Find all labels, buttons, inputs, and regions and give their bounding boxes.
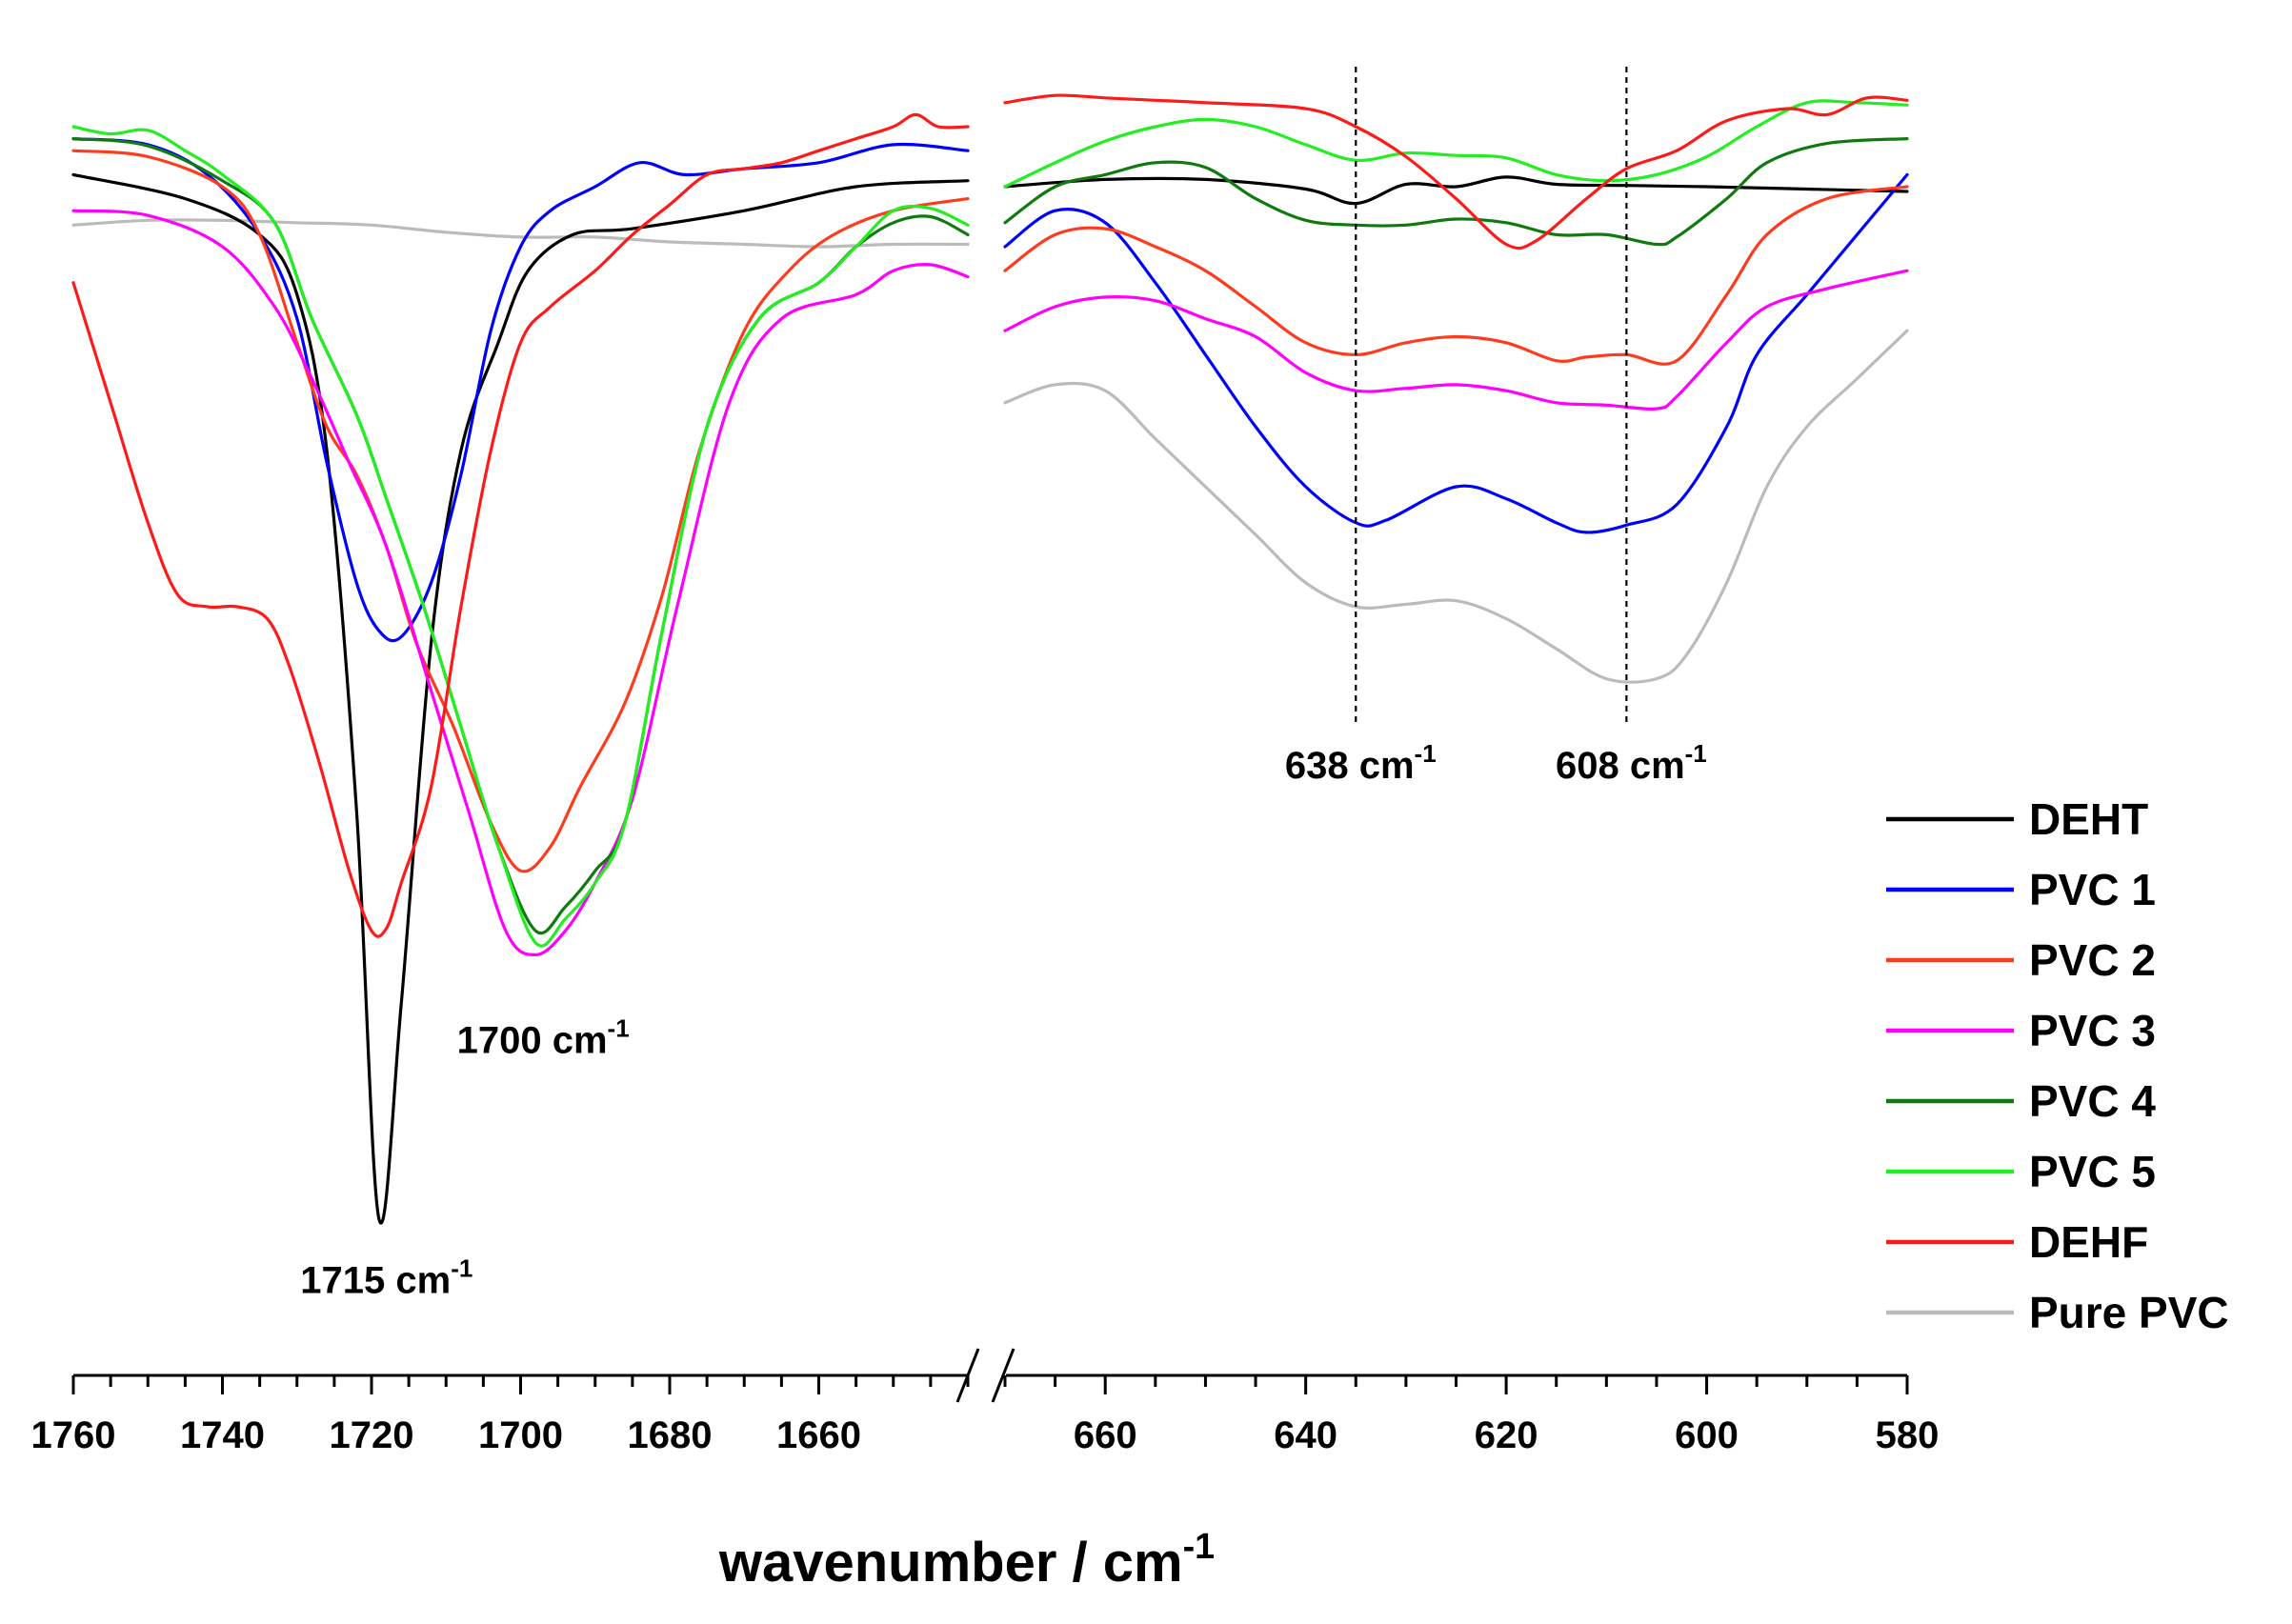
peak-label-text: 608 cm — [1556, 745, 1685, 787]
legend-label: PVC 3 — [2029, 1006, 2156, 1055]
legend-label: DEHF — [2029, 1217, 2148, 1267]
x-tick-label-1700: 1700 — [478, 1414, 563, 1456]
x-axis-title-text: wavenumber / cm — [718, 1532, 1183, 1594]
x-tick-label-1760: 1760 — [31, 1414, 116, 1456]
legend-label: PVC 1 — [2029, 865, 2156, 914]
series-line-pvc-3-panel-1 — [71, 209, 970, 956]
legend-item-pvc-4: PVC 4 — [1886, 1076, 2156, 1126]
peak-label: 608 cm-1 — [1556, 739, 1707, 787]
legend-item-pvc-5: PVC 5 — [1886, 1147, 2156, 1196]
legend-item-deht: DEHT — [1886, 794, 2148, 844]
legend-item-pvc-2: PVC 2 — [1886, 935, 2156, 985]
x-axis-title-sup: -1 — [1183, 1526, 1216, 1566]
x-tick-label-1660: 1660 — [776, 1414, 861, 1456]
x-axis: 1760 1740 1720 1700 1680 1660 660 640 620 600 580 — [31, 1348, 1940, 1456]
series-line-pvc-5-panel-1 — [71, 125, 970, 948]
peak-label-text: 1715 cm — [300, 1260, 451, 1302]
x-tick-label-600: 600 — [1675, 1414, 1739, 1456]
axis-break-mark-right — [991, 1348, 1015, 1403]
annotation-1715-cm: 1715 cm-1 — [300, 1254, 472, 1302]
peak-label-text: 1700 cm — [457, 1020, 608, 1062]
x-tick-label-640: 640 — [1274, 1414, 1337, 1456]
plot-area — [71, 93, 1909, 1225]
legend-item-pure-pvc: Pure PVC — [1886, 1288, 2229, 1337]
series-line-pvc-3-panel-2 — [1003, 269, 1909, 411]
peak-label: 638 cm-1 — [1285, 739, 1437, 787]
series-line-pvc-2-panel-1 — [71, 149, 970, 873]
series-line-deht-panel-2 — [1003, 175, 1909, 206]
legend-label: PVC 5 — [2029, 1147, 2156, 1196]
series-line-pvc-4-panel-2 — [1003, 137, 1909, 247]
series-line-pvc-1-panel-2 — [1003, 172, 1909, 534]
legend-item-pvc-3: PVC 3 — [1886, 1006, 2156, 1055]
x-axis-title: wavenumber / cm-1 — [718, 1526, 1215, 1594]
x-tick-label-1720: 1720 — [330, 1414, 414, 1456]
series-line-deht-panel-1 — [71, 172, 970, 1225]
series-line-pvc-1-panel-1 — [71, 137, 970, 643]
legend-label: PVC 4 — [2029, 1076, 2156, 1126]
series-line-dehf-panel-2 — [1003, 93, 1909, 251]
x-tick-label-580: 580 — [1876, 1414, 1940, 1456]
annotation-638-cm: 638 cm-1 — [1285, 67, 1437, 787]
peak-label-sup: -1 — [451, 1254, 472, 1283]
peak-label: 1700 cm-1 — [457, 1014, 630, 1062]
series-line-pvc-5-panel-2 — [1003, 99, 1909, 189]
x-tick-label-620: 620 — [1475, 1414, 1538, 1456]
series-line-dehf-panel-1 — [71, 112, 970, 938]
series-line-pvc-2-panel-2 — [1003, 185, 1909, 366]
x-tick-label-660: 660 — [1074, 1414, 1137, 1456]
legend-label: DEHT — [2029, 794, 2148, 844]
series-line-pure-pvc-panel-2 — [1003, 329, 1909, 684]
annotation-1700-cm: 1700 cm-1 — [457, 1014, 630, 1062]
x-tick-label-1740: 1740 — [180, 1414, 265, 1456]
series-line-pvc-4-panel-1 — [71, 137, 970, 935]
annotation-608-cm: 608 cm-1 — [1556, 67, 1707, 787]
peak-label: 1715 cm-1 — [300, 1254, 472, 1302]
legend-item-pvc-1: PVC 1 — [1886, 865, 2156, 914]
legend-label: PVC 2 — [2029, 935, 2156, 985]
legend-item-dehf: DEHF — [1886, 1217, 2148, 1267]
x-tick-label-1680: 1680 — [628, 1414, 713, 1456]
peak-label-sup: -1 — [608, 1014, 630, 1043]
legend: DEHT PVC 1 PVC 2 PVC 3 PVC 4 PVC 5 DEHF Pure PV… — [1886, 794, 2229, 1337]
peak-label-text: 638 cm — [1285, 745, 1415, 787]
peak-label-sup: -1 — [1415, 739, 1437, 768]
legend-label: Pure PVC — [2029, 1288, 2229, 1337]
series-line-pure-pvc-panel-1 — [71, 218, 970, 249]
peak-label-sup: -1 — [1685, 739, 1707, 768]
